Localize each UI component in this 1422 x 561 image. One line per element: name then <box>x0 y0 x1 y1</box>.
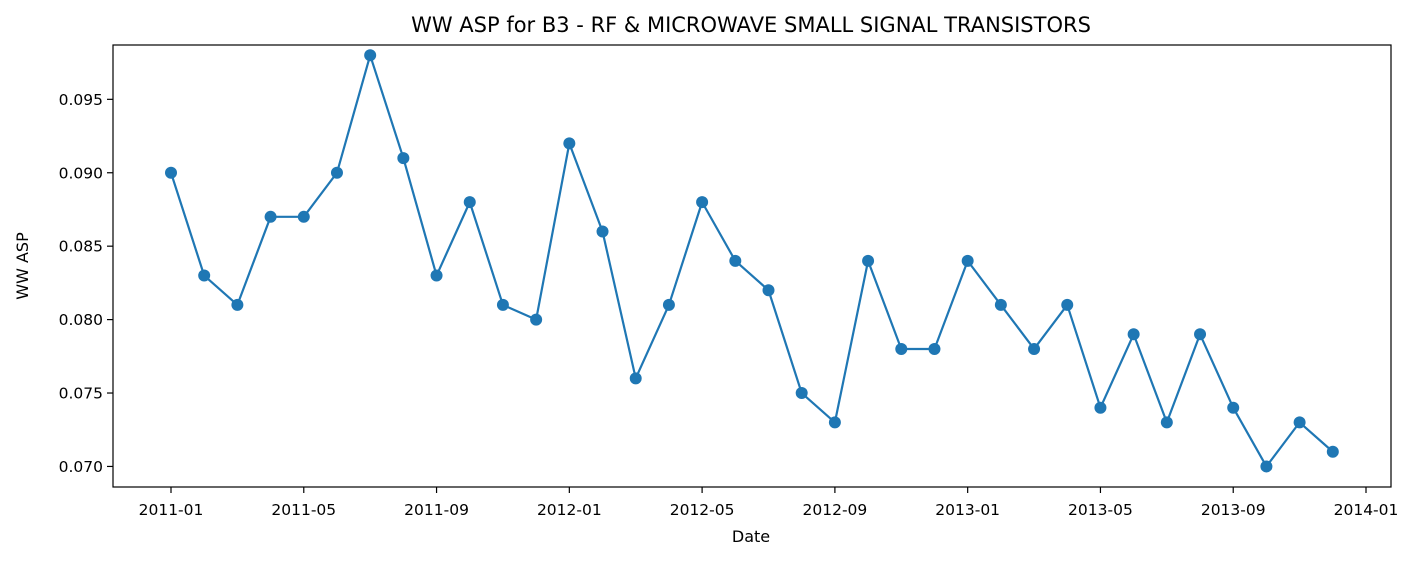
chart-title: WW ASP for B3 - RF & MICROWAVE SMALL SIG… <box>411 13 1091 37</box>
data-point <box>828 416 841 429</box>
data-point <box>994 298 1007 311</box>
x-tick-label: 2014-01 <box>1334 501 1399 519</box>
x-tick-label: 2011-09 <box>404 501 469 519</box>
data-point <box>1326 445 1339 458</box>
data-point <box>762 284 775 297</box>
x-tick-label: 2011-05 <box>271 501 336 519</box>
x-axis-label: Date <box>732 527 770 546</box>
y-tick-label: 0.085 <box>59 238 103 256</box>
data-point <box>463 196 476 209</box>
data-point <box>563 137 576 150</box>
data-point <box>1194 328 1207 341</box>
y-tick-label: 0.080 <box>59 311 103 329</box>
data-point <box>297 210 310 223</box>
x-tick-label: 2013-01 <box>935 501 1000 519</box>
data-point <box>895 342 908 355</box>
x-axis-ticks: 2011-01 2011-05 2011-09 2012-01 2012-05 2012-… <box>139 487 1399 519</box>
series-line <box>169 54 1334 468</box>
data-point <box>198 269 211 282</box>
data-point <box>496 298 509 311</box>
data-point <box>1227 401 1240 414</box>
x-tick-label: 2012-05 <box>670 501 735 519</box>
y-axis-ticks: 0.070 0.075 0.080 0.085 0.090 0.095 <box>59 91 113 476</box>
data-point <box>364 49 377 62</box>
series-group <box>165 49 1339 473</box>
data-point <box>596 225 609 238</box>
data-point <box>1293 416 1306 429</box>
data-point <box>1094 401 1107 414</box>
data-point <box>1061 298 1074 311</box>
plot-frame <box>112 44 1392 488</box>
data-point <box>1260 460 1273 473</box>
data-point <box>264 210 277 223</box>
data-point <box>530 313 543 326</box>
data-point <box>1127 328 1140 341</box>
x-tick-label: 2012-01 <box>537 501 602 519</box>
data-point <box>928 342 941 355</box>
x-tick-label: 2013-09 <box>1201 501 1266 519</box>
data-point <box>961 254 974 267</box>
y-axis-label: WW ASP <box>13 232 32 300</box>
data-point <box>165 166 177 179</box>
x-tick-label: 2013-05 <box>1068 501 1133 519</box>
data-point <box>231 298 244 311</box>
data-point <box>662 298 675 311</box>
data-point <box>795 387 808 400</box>
data-point <box>1160 416 1173 429</box>
y-tick-label: 0.090 <box>59 164 103 182</box>
data-point <box>729 254 742 267</box>
data-point <box>330 166 343 179</box>
data-point <box>1028 342 1041 355</box>
x-tick-label: 2012-09 <box>803 501 868 519</box>
y-tick-label: 0.095 <box>59 91 103 109</box>
y-tick-label: 0.075 <box>59 385 103 403</box>
data-point <box>430 269 443 282</box>
x-tick-label: 2011-01 <box>139 501 204 519</box>
data-point <box>629 372 642 385</box>
data-point <box>397 152 410 165</box>
data-point <box>862 254 875 267</box>
y-tick-label: 0.070 <box>59 458 103 476</box>
data-point <box>696 196 709 209</box>
